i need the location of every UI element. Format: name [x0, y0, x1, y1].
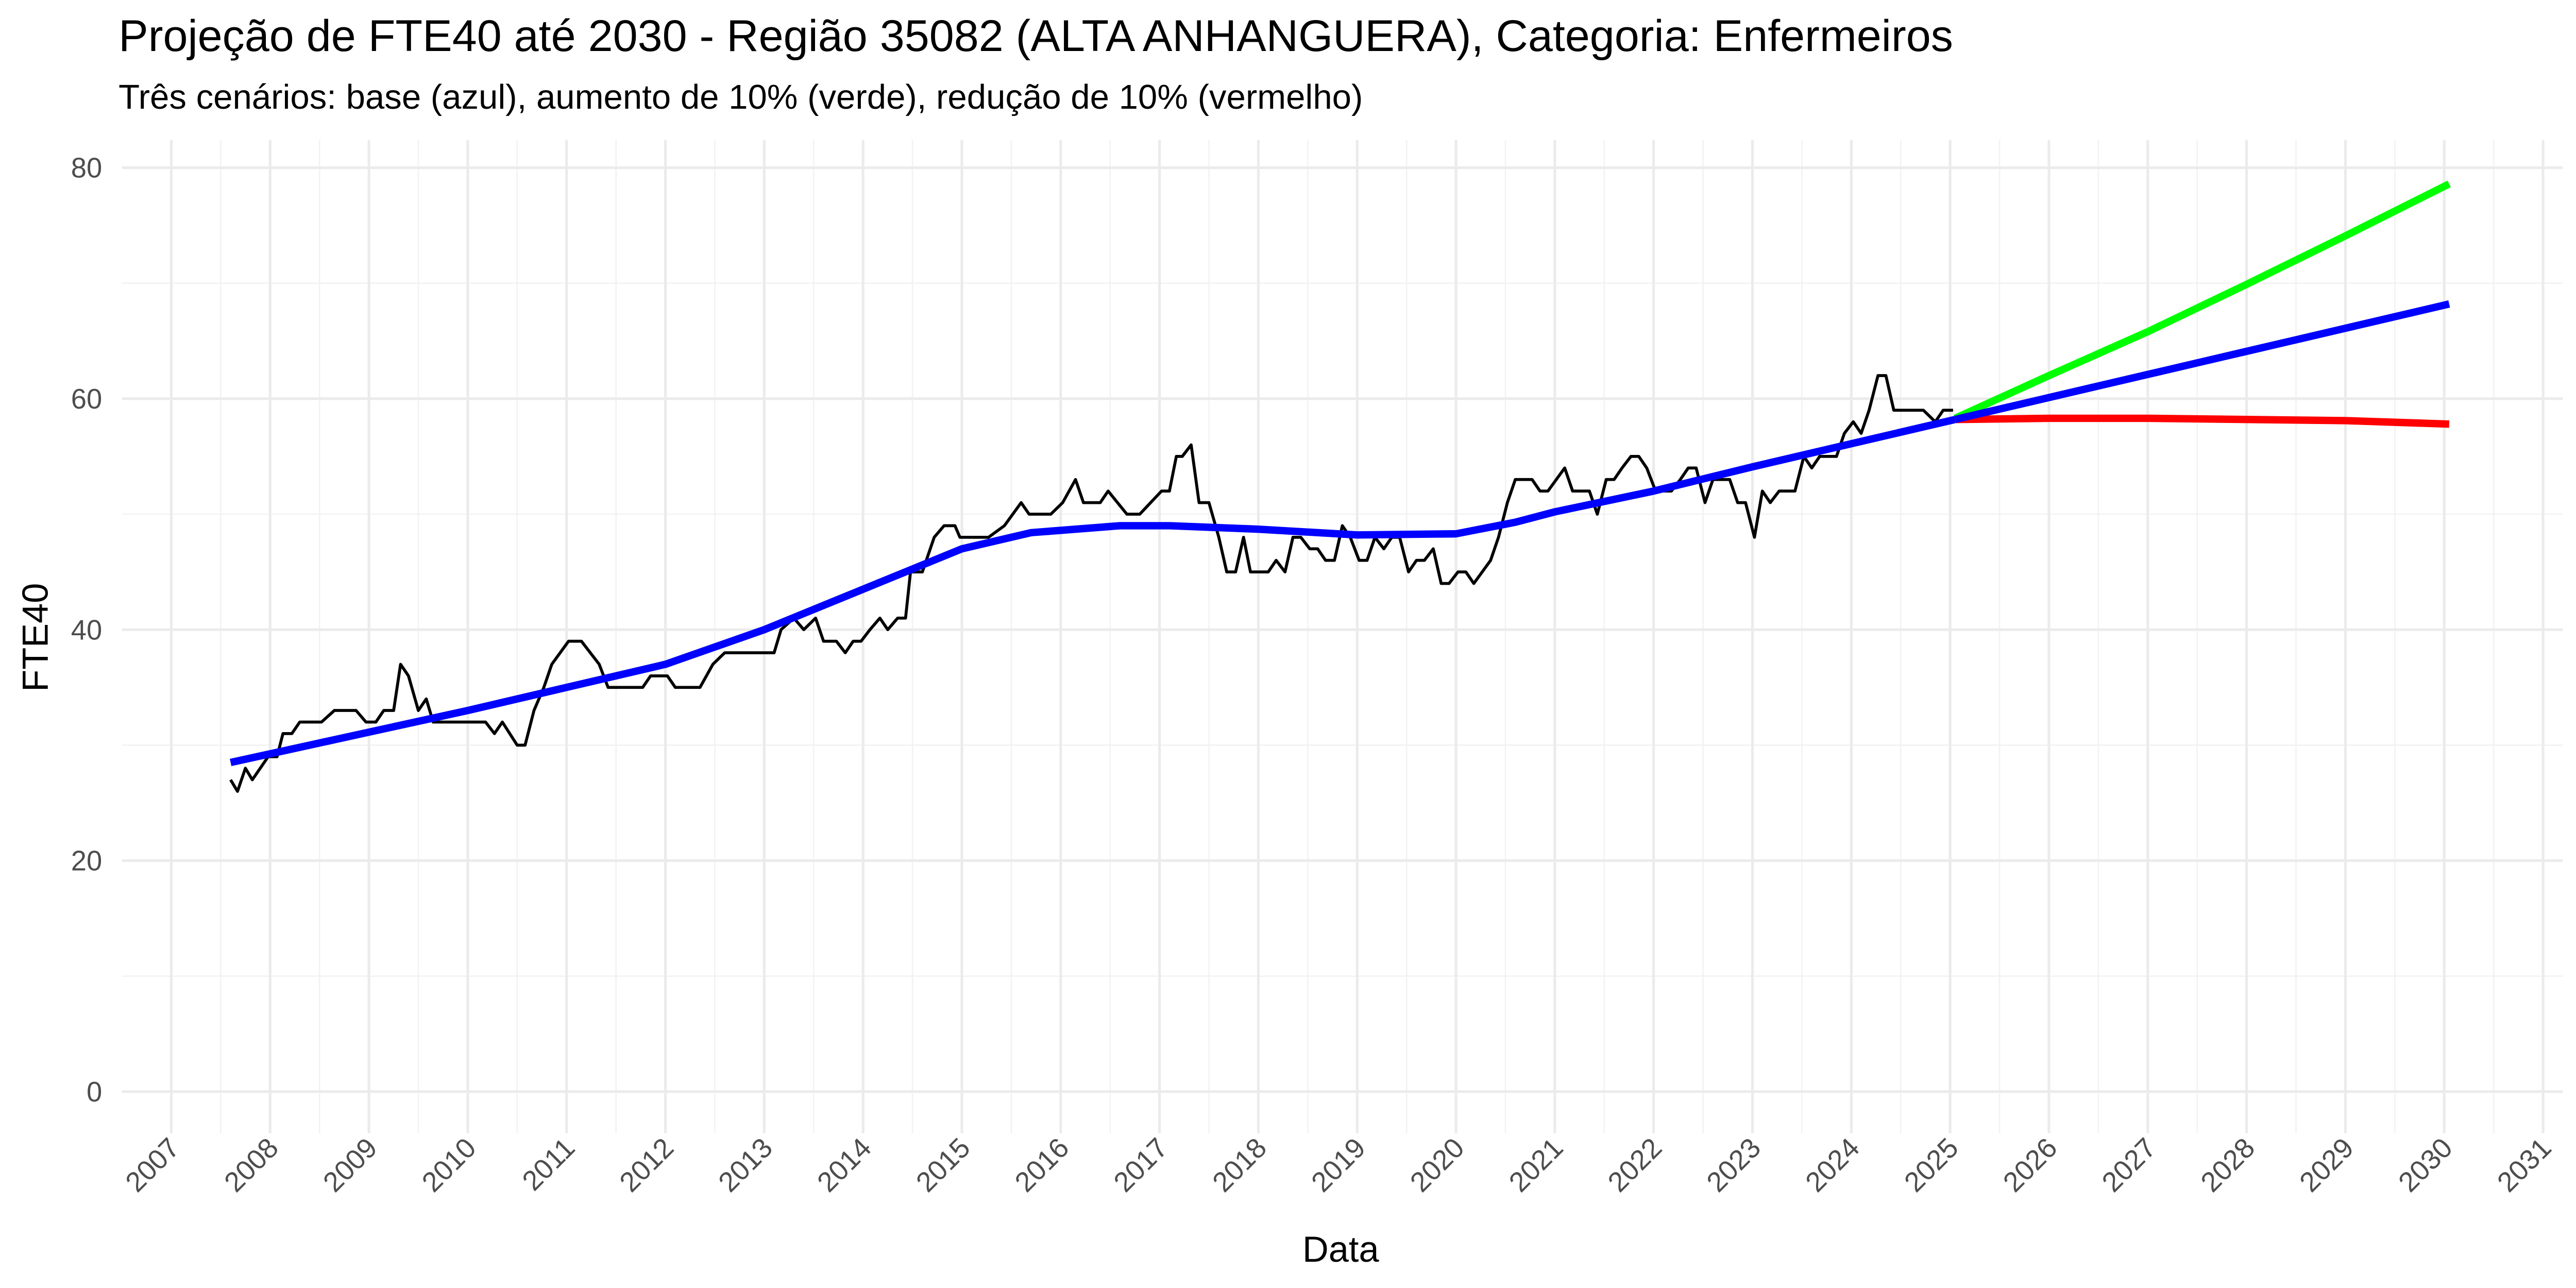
series-line [1954, 300, 2450, 423]
y-axis-label: FTE40 [15, 583, 56, 692]
series-line [230, 416, 1956, 766]
series-line [229, 374, 1953, 793]
y-tick-label: 80 [71, 152, 102, 184]
y-tick-label: 0 [87, 1076, 102, 1108]
chart-title: Projeção de FTE40 até 2030 - Região 3508… [118, 11, 1953, 61]
x-axis-label: Data [1302, 1229, 1379, 1269]
grid [122, 140, 2563, 1133]
series-line [1953, 180, 2451, 422]
series-line [1955, 414, 2450, 428]
plot-area [229, 180, 2451, 793]
y-tick-label: 40 [71, 614, 102, 646]
y-tick-label: 60 [71, 383, 102, 415]
y-tick-label: 20 [71, 845, 102, 877]
chart-subtitle: Três cenários: base (azul), aumento de 1… [118, 78, 1363, 116]
